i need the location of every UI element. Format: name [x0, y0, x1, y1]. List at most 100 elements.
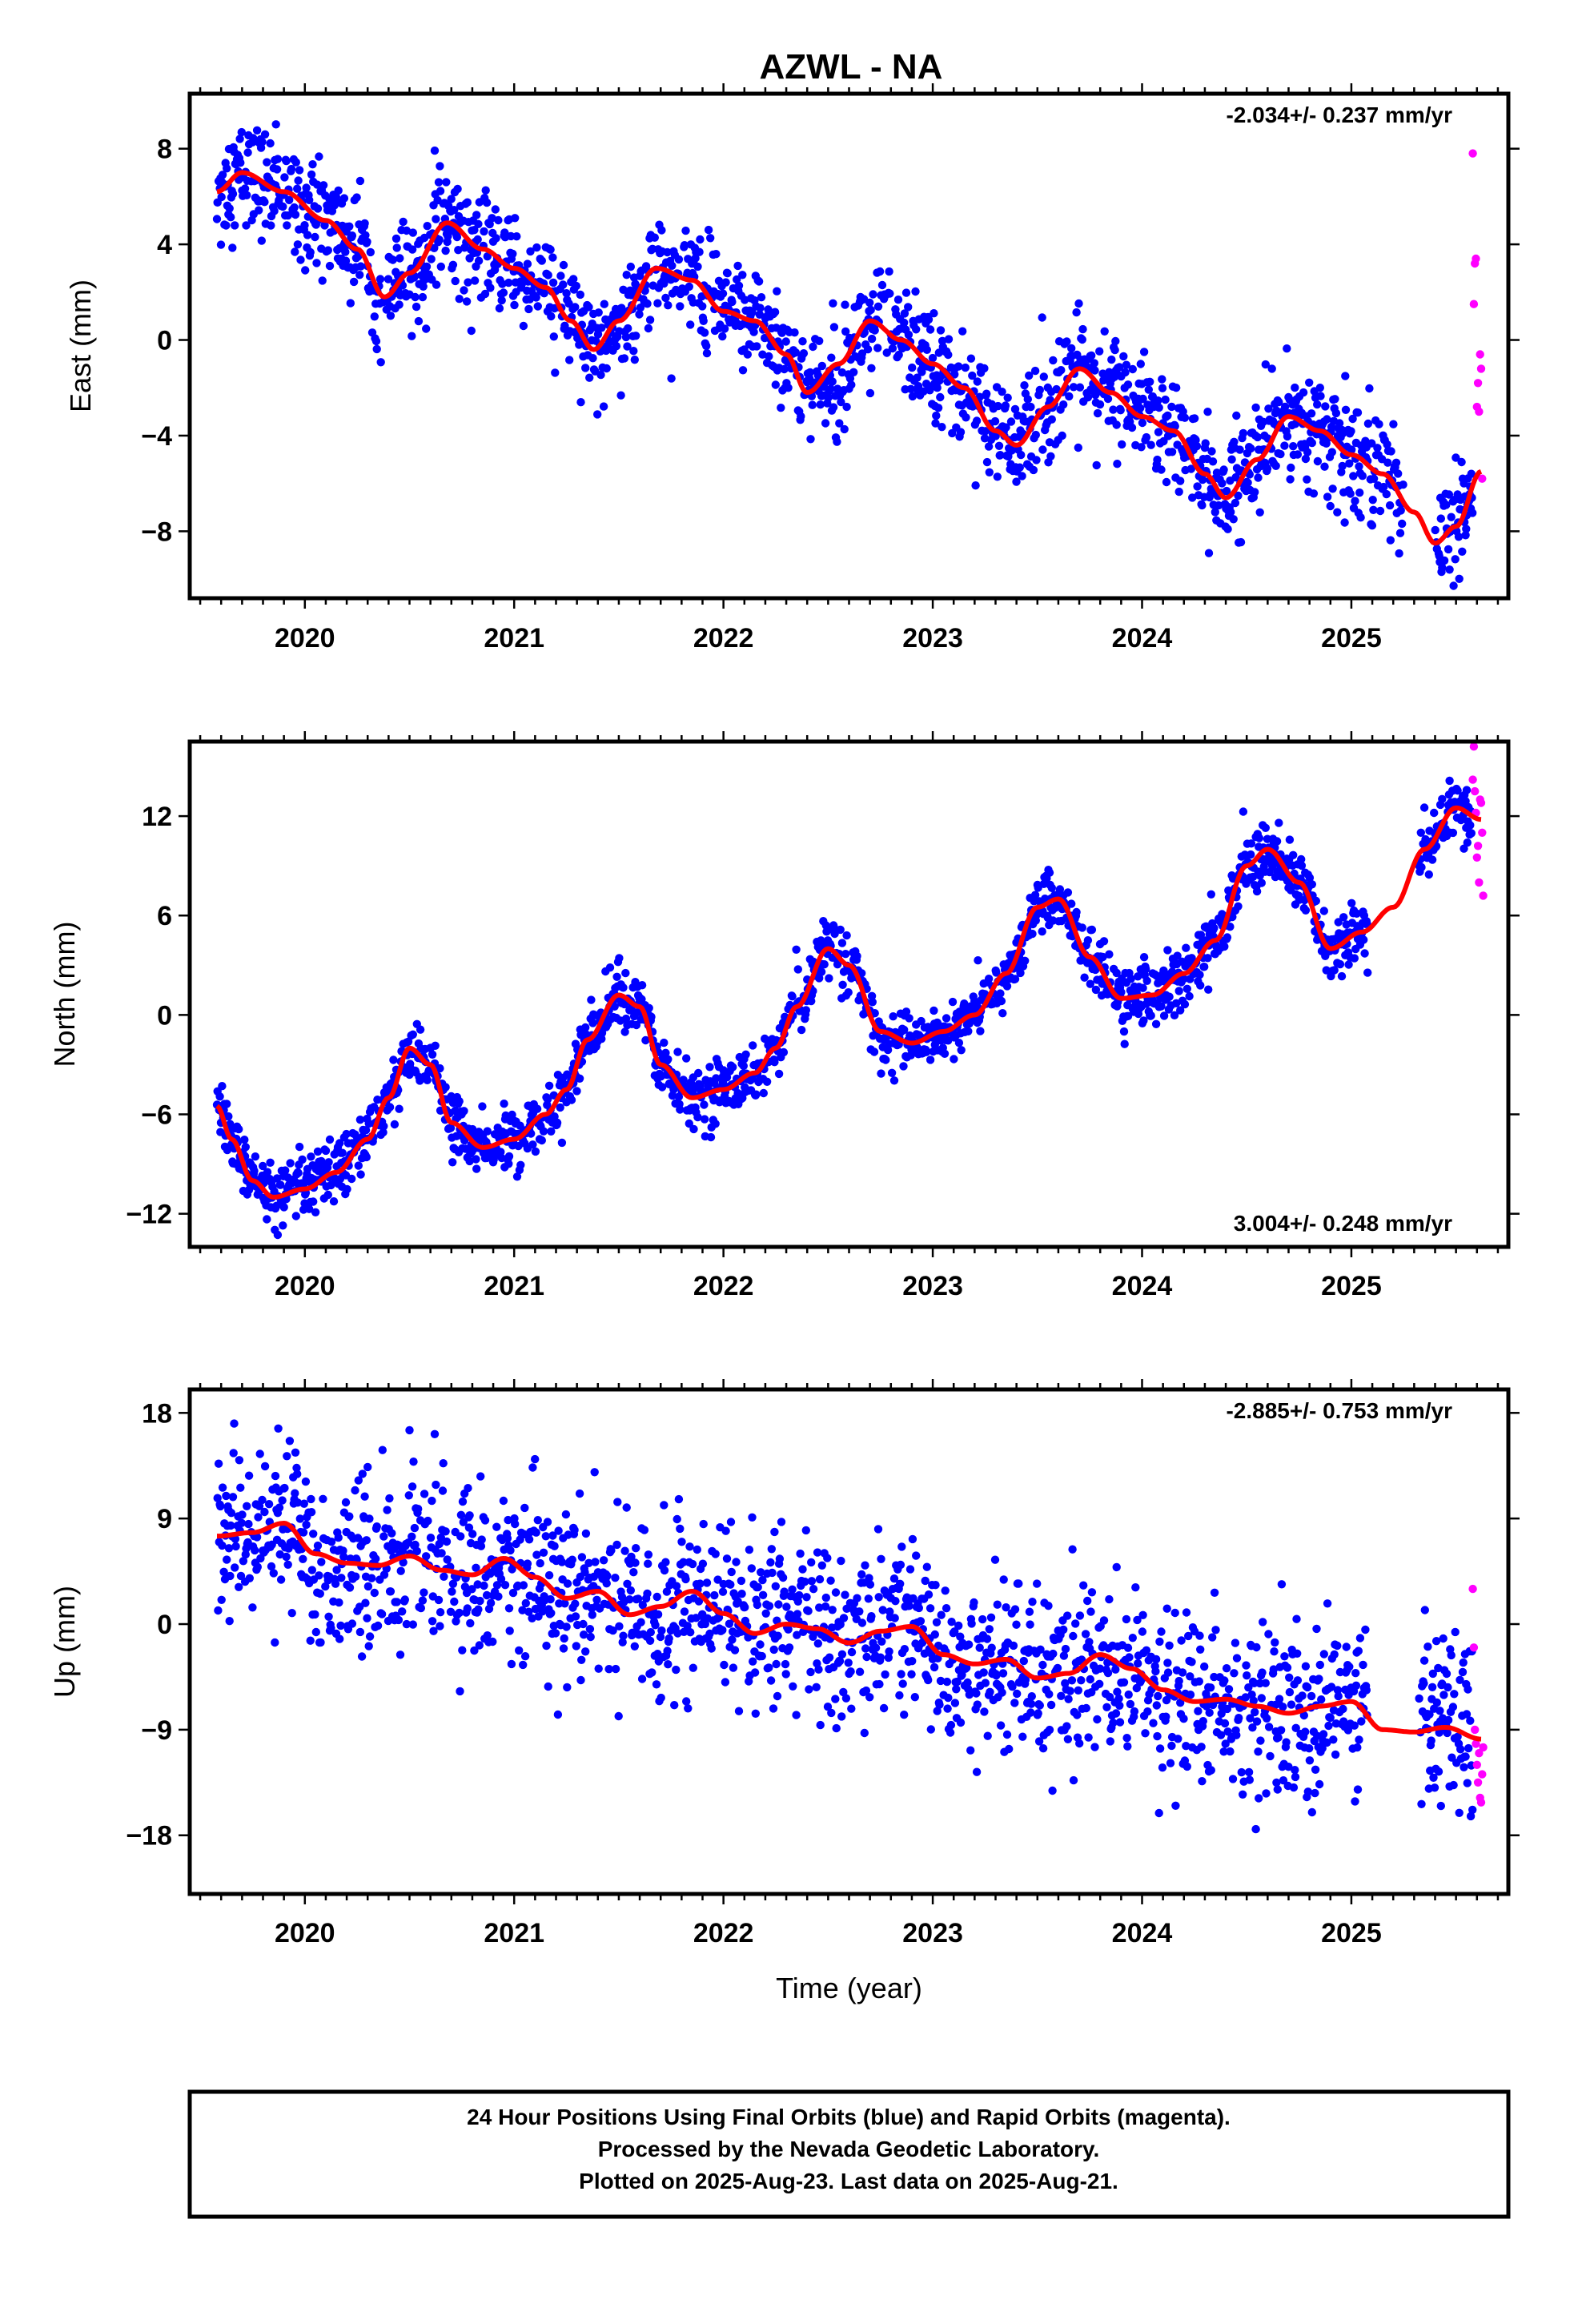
final-orbit-point: [357, 1652, 367, 1661]
final-orbit-point: [774, 1069, 784, 1079]
final-orbit-point: [1222, 486, 1231, 496]
final-orbit-point: [251, 1152, 260, 1161]
final-orbit-point: [1363, 419, 1373, 428]
final-orbit-point: [944, 1036, 953, 1045]
final-orbit-point: [924, 1590, 934, 1599]
final-orbit-point: [900, 1645, 909, 1654]
final-orbit-point: [979, 1668, 988, 1677]
final-orbit-point: [836, 1620, 845, 1629]
final-orbit-point: [355, 1627, 365, 1637]
final-orbit-point: [579, 1630, 588, 1639]
final-orbit-point: [699, 316, 708, 325]
final-orbit-point: [1257, 879, 1267, 887]
final-orbit-point: [958, 327, 967, 336]
final-orbit-point: [823, 1703, 833, 1711]
final-orbit-point: [815, 974, 824, 983]
final-orbit-point: [581, 364, 590, 372]
final-orbit-point: [998, 388, 1006, 396]
final-orbit-point: [894, 350, 903, 360]
final-orbit-point: [1049, 356, 1058, 365]
final-orbit-point: [992, 968, 1001, 977]
final-orbit-point: [291, 1489, 299, 1498]
final-orbit-point: [1234, 902, 1243, 911]
final-orbit-point: [1349, 472, 1358, 480]
final-orbit-point: [722, 1554, 732, 1563]
final-orbit-point: [507, 1659, 516, 1669]
final-orbit-point: [470, 1646, 479, 1655]
final-orbit-point: [492, 234, 500, 243]
final-orbit-point: [1146, 1011, 1155, 1020]
final-orbit-point: [721, 1678, 730, 1687]
final-orbit-point: [563, 1579, 572, 1588]
final-orbit-point: [520, 1503, 529, 1513]
final-orbit-point: [980, 1707, 989, 1716]
final-orbit-point: [712, 1074, 721, 1083]
final-orbit-point: [532, 293, 540, 302]
final-orbit-point: [993, 1600, 1002, 1609]
final-orbit-point: [1280, 402, 1290, 412]
final-orbit-point: [1347, 899, 1356, 908]
rapid-orbit-point: [1476, 350, 1484, 359]
final-orbit-point: [436, 1608, 445, 1617]
final-orbit-point: [660, 1038, 669, 1047]
final-orbit-point: [1359, 935, 1368, 944]
final-orbit-point: [895, 1691, 904, 1700]
final-orbit-point: [372, 344, 381, 354]
final-orbit-point: [900, 318, 909, 328]
final-orbit-point: [932, 1618, 942, 1627]
final-orbit-point: [966, 354, 976, 363]
final-orbit-point: [577, 1553, 587, 1562]
final-orbit-point: [331, 1579, 340, 1588]
final-orbit-point: [1355, 462, 1363, 471]
final-orbit-point: [379, 1128, 387, 1137]
final-orbit-point: [1369, 505, 1378, 514]
final-orbit-point: [464, 278, 472, 287]
final-orbit-point: [488, 1637, 497, 1647]
final-orbit-point: [865, 388, 875, 398]
final-orbit-point: [448, 1587, 456, 1596]
final-orbit-point: [615, 954, 624, 963]
final-orbit-point: [681, 226, 690, 235]
final-orbit-point: [290, 203, 299, 212]
final-orbit-point: [821, 1602, 830, 1611]
final-orbit-point: [662, 1587, 672, 1596]
final-orbit-point: [422, 262, 432, 271]
final-orbit-point: [680, 1607, 689, 1616]
final-orbit-point: [804, 1606, 813, 1615]
final-orbit-point: [370, 1588, 379, 1598]
final-orbit-point: [492, 1522, 501, 1531]
final-orbit-point: [908, 363, 917, 372]
final-orbit-point: [1120, 1039, 1129, 1048]
final-orbit-point: [1078, 923, 1087, 932]
final-orbit-point: [253, 1562, 262, 1571]
final-orbit-point: [1467, 829, 1476, 838]
final-orbit-point: [483, 1127, 492, 1136]
final-orbit-point: [729, 1063, 737, 1072]
final-orbit-point: [531, 1454, 540, 1464]
final-orbit-point: [826, 1576, 835, 1585]
final-orbit-point: [685, 282, 693, 292]
final-orbit-point: [470, 276, 480, 285]
final-orbit-point: [436, 1533, 445, 1542]
final-orbit-point: [1247, 444, 1255, 453]
final-orbit-point: [259, 1161, 267, 1171]
final-orbit-point: [817, 967, 826, 976]
final-orbit-point: [604, 1665, 613, 1674]
final-orbit-point: [1451, 555, 1460, 564]
final-orbit-point: [1305, 378, 1314, 387]
final-orbit-point: [1146, 440, 1155, 449]
final-orbit-point: [982, 389, 991, 398]
final-orbit-point: [1115, 363, 1124, 372]
final-orbit-point: [756, 1640, 765, 1649]
final-orbit-point: [437, 1549, 446, 1558]
final-orbit-point: [395, 1104, 404, 1113]
final-orbit-point: [1180, 413, 1190, 422]
final-orbit-point: [855, 1607, 864, 1616]
final-orbit-point: [934, 404, 943, 412]
final-orbit-point: [913, 382, 923, 391]
final-orbit-point: [446, 1124, 456, 1132]
final-orbit-point: [836, 925, 845, 935]
final-orbit-point: [932, 411, 941, 420]
final-orbit-point: [448, 1579, 458, 1589]
final-orbit-point: [757, 1568, 765, 1577]
